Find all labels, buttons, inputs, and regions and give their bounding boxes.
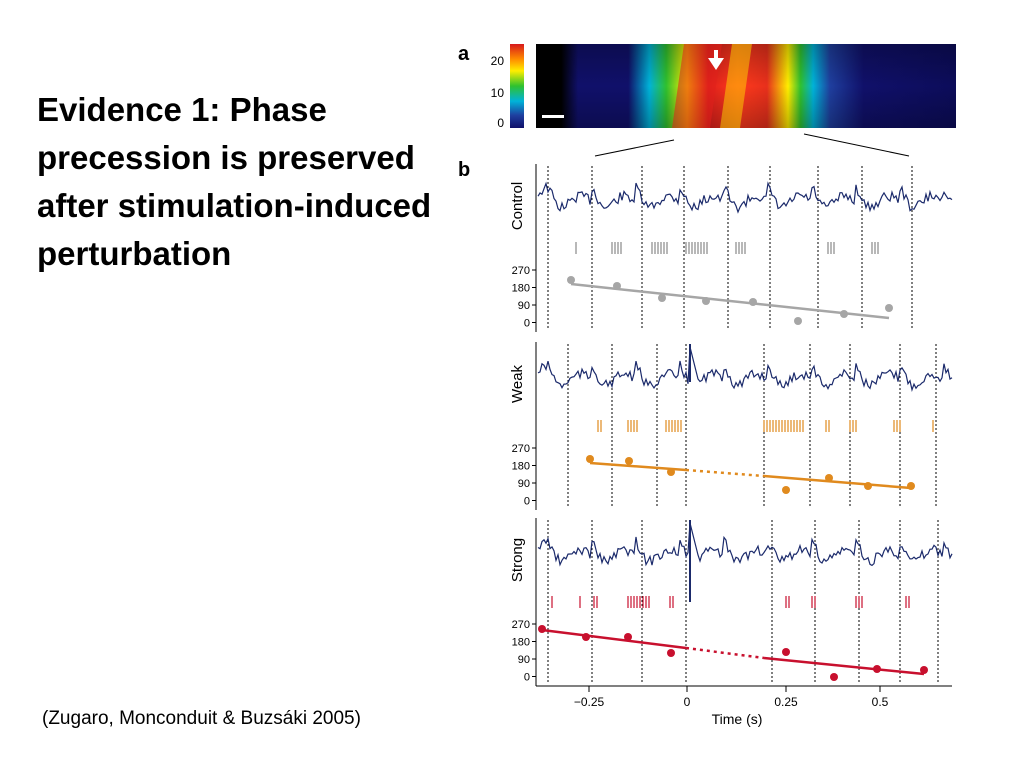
- phase-tick-label: 270: [512, 265, 530, 277]
- slide-title: Evidence 1: Phase precession is preserve…: [37, 91, 432, 272]
- phase-point: [538, 625, 546, 633]
- phase-point: [907, 482, 915, 490]
- x-tick-label: 0: [684, 695, 691, 709]
- phase-regression-line: [541, 628, 687, 650]
- lfp-trace: [537, 181, 953, 214]
- phase-point: [830, 673, 838, 681]
- x-axis: [536, 685, 952, 692]
- phase-point: [873, 665, 881, 673]
- phase-point: [582, 633, 590, 641]
- phase-point: [864, 482, 872, 490]
- panel-a-label: a: [458, 43, 470, 65]
- phase-point: [825, 474, 833, 482]
- citation: (Zugaro, Monconduit & Buzsáki 2005): [42, 708, 361, 729]
- colorbar-tick: 20: [491, 54, 505, 68]
- x-axis-label: Time (s): [712, 711, 763, 727]
- phase-tick-label: 90: [518, 300, 530, 312]
- phase-point: [702, 297, 710, 305]
- firing-rate-heatmap: [536, 44, 956, 128]
- colorbar: [510, 44, 524, 128]
- panel-b-label: b: [458, 159, 470, 181]
- phase-point: [586, 455, 594, 463]
- colorbar-tick: 0: [497, 116, 504, 130]
- panel-b-group: 270 180 90 0 Control 270 180 90 0 Weak 270 180 90 0 St…: [509, 164, 953, 686]
- phase-tick-label: 90: [518, 654, 530, 666]
- panel-strong: 270 180 90 0 Strong: [509, 518, 953, 686]
- phase-point: [794, 317, 802, 325]
- phase-point: [624, 633, 632, 641]
- phase-tick-label: 180: [512, 637, 530, 649]
- phase-tick-label: 270: [512, 619, 530, 631]
- colorbar-ticks: 20 10 0: [491, 54, 505, 130]
- phase-point: [885, 304, 893, 312]
- zoom-line-left: [594, 139, 675, 157]
- phase-point: [658, 294, 666, 302]
- x-tick-label: 0.5: [872, 695, 889, 709]
- phase-regression-line: [685, 646, 765, 660]
- phase-point: [782, 486, 790, 494]
- panel-control: 270 180 90 0 Control: [509, 164, 953, 332]
- zoom-line-right: [803, 133, 910, 157]
- phase-point: [920, 666, 928, 674]
- lfp-trace: [537, 346, 953, 392]
- phase-point: [749, 298, 757, 306]
- x-tick-label: 0.25: [774, 695, 798, 709]
- phase-point: [840, 310, 848, 318]
- phase-tick-label: 0: [524, 318, 530, 330]
- x-tick-label: −0.25: [574, 695, 605, 709]
- phase-regression-line: [570, 282, 890, 320]
- arrow-down-icon: [708, 50, 724, 70]
- phase-tick-label: 270: [512, 443, 530, 455]
- phase-point: [667, 649, 675, 657]
- phase-point: [667, 468, 675, 476]
- lfp-trace: [537, 522, 953, 567]
- research-figure: a 20 10 0 b 270 180 90 0 Control 270 180 90 0 Wea…: [458, 43, 956, 727]
- panel-weak: 270 180 90 0 Weak: [509, 342, 953, 510]
- phase-point: [567, 276, 575, 284]
- phase-point: [613, 282, 621, 290]
- panel-name: Weak: [509, 364, 526, 403]
- phase-tick-label: 0: [524, 672, 530, 684]
- x-tick-labels: −0.25 0 0.25 0.5: [574, 695, 889, 709]
- phase-tick-label: 180: [512, 461, 530, 473]
- colorbar-tick: 10: [491, 86, 505, 100]
- phase-tick-label: 180: [512, 283, 530, 295]
- panel-name: Strong: [509, 538, 526, 582]
- phase-point: [782, 648, 790, 656]
- phase-regression-line: [763, 474, 912, 490]
- phase-regression-line: [685, 468, 765, 478]
- phase-point: [625, 457, 633, 465]
- panel-name: Control: [509, 182, 526, 230]
- phase-tick-label: 90: [518, 478, 530, 490]
- phase-tick-label: 0: [524, 496, 530, 508]
- phase-regression-line: [763, 656, 925, 676]
